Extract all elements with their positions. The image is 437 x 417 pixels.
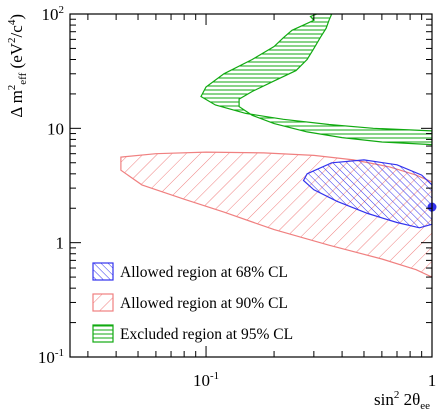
tick-labels-layer: 10-1 1 10-1 1 10 102 [38, 4, 436, 390]
x-axis-title: sin2 2θee [374, 389, 430, 412]
y-tick-label: 10 [47, 119, 64, 138]
legend-swatch-allowed-region-at-90-cl [92, 293, 114, 312]
plot-frame [69, 13, 433, 358]
regions-layer [120, 14, 432, 278]
y-tick-label: 1 [56, 234, 65, 253]
legend-label-allowed-region-at-68-cl: Allowed region at 68% CL [120, 264, 288, 281]
region-excluded-region-at-95-cl [200, 14, 432, 146]
x-tick-label: 1 [428, 371, 437, 390]
x-tick-label: 10-1 [193, 370, 219, 390]
legend-label-allowed-region-at-90-cl: Allowed region at 90% CL [120, 295, 288, 312]
ticks-layer [70, 13, 433, 358]
region-allowed-region-at-68-cl [302, 159, 432, 229]
y-tick-label: 102 [42, 4, 65, 24]
legend-swatch-excluded-region-at-95-cl [92, 324, 114, 343]
legend: Allowed region at 68% CL Allowed region a… [92, 262, 293, 343]
legend-label-excluded-region-at-95-cl: Excluded region at 95% CL [120, 326, 293, 343]
y-axis-title: Δ m2eff (eV2/c4) [6, 14, 29, 118]
legend-swatch-allowed-region-at-68-cl [92, 262, 114, 281]
y-tick-label: 10-1 [38, 347, 64, 367]
